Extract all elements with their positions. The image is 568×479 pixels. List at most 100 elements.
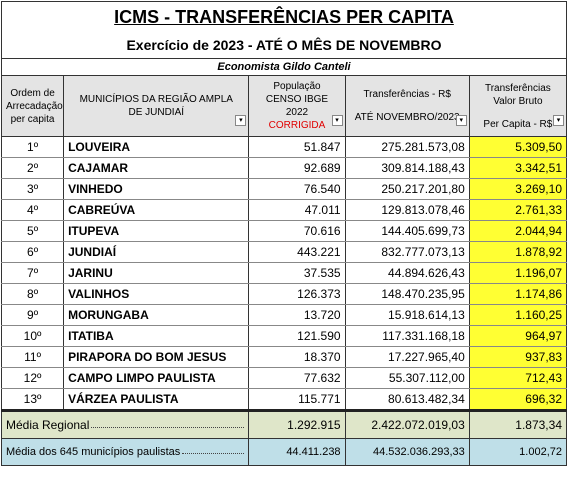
cell: 2º xyxy=(0,157,65,179)
header-line: DE JUNDIAÍ xyxy=(128,107,185,118)
data-row: 13º VÁRZEA PAULISTA 115.771 80.613.482,34 69… xyxy=(0,388,568,411)
data-row: 8º VALINHOS 126.373 148.470.235,95 1.174,86 xyxy=(0,283,568,305)
cell: 1.196,07 xyxy=(468,262,568,284)
leader xyxy=(182,446,245,454)
cell: 6º xyxy=(0,241,65,263)
cell: 309.814.188,43 xyxy=(344,157,470,179)
author: Economista Gildo Canteli xyxy=(1,58,567,76)
cell: JUNDIAÍ xyxy=(63,241,250,263)
filter-button[interactable]: ▾ xyxy=(331,115,343,126)
cell: 712,43 xyxy=(468,367,568,389)
column-header: Transferências Valor Bruto Per Capita - R$… xyxy=(468,75,568,137)
header-line: Ordem de xyxy=(10,87,55,99)
footer-cell: 44.411.238 xyxy=(248,438,346,466)
cell: ITATIBA xyxy=(63,325,250,347)
cell: 10º xyxy=(0,325,65,347)
cell: VÁRZEA PAULISTA xyxy=(63,388,250,411)
footer-row: Média Regional 1.292.915 2.422.072.019,03 1… xyxy=(0,409,568,439)
cell: LOUVEIRA xyxy=(63,136,250,158)
cell: 2.044,94 xyxy=(468,220,568,242)
header-line: Arrecadação xyxy=(6,100,63,112)
cell: 70.616 xyxy=(248,220,346,242)
cell: 92.689 xyxy=(248,157,346,179)
cell: 51.847 xyxy=(248,136,346,158)
cell: 47.011 xyxy=(248,199,346,221)
filter-button[interactable]: ▾ xyxy=(553,115,564,126)
cell: 937,83 xyxy=(468,346,568,368)
cell: 250.217.201,80 xyxy=(344,178,470,200)
cell: 964,97 xyxy=(468,325,568,347)
cell: 80.613.482,34 xyxy=(344,388,470,411)
footer-cell: 1.292.915 xyxy=(248,409,346,439)
cell: MORUNGABA xyxy=(63,304,250,326)
column-header: Transferências - R$ ATÉ NOVEMBRO/2023 ▾ xyxy=(344,75,470,137)
cell: 1.878,92 xyxy=(468,241,568,263)
data-row: 10º ITATIBA 121.590 117.331.168,18 964,97 xyxy=(0,325,568,347)
data-row: 5º ITUPEVA 70.616 144.405.699,73 2.044,94 xyxy=(0,220,568,242)
cell: 13.720 xyxy=(248,304,346,326)
header-line: MUNICÍPIOS DA REGIÃO AMPLA xyxy=(79,94,233,105)
data-row: 11º PIRAPORA DO BOM JESUS 18.370 17.227.965… xyxy=(0,346,568,368)
cell: 115.771 xyxy=(248,388,346,411)
cell: 13º xyxy=(0,388,65,411)
cell: 37.535 xyxy=(248,262,346,284)
column-header: Ordem de Arrecadação per capita xyxy=(0,75,65,137)
footer-label: Média dos 645 municípios paulistas xyxy=(0,438,250,466)
cell: 76.540 xyxy=(248,178,346,200)
cell: VALINHOS xyxy=(63,283,250,305)
cell: 11º xyxy=(0,346,65,368)
cell: 1º xyxy=(0,136,65,158)
cell: CAMPO LIMPO PAULISTA xyxy=(63,367,250,389)
cell: CAJAMAR xyxy=(63,157,250,179)
data-row: 3º VINHEDO 76.540 250.217.201,80 3.269,10 xyxy=(0,178,568,200)
column-header: População CENSO IBGE 2022 CORRIGIDA ▾ xyxy=(248,75,346,137)
cell: 148.470.235,95 xyxy=(344,283,470,305)
column-header: MUNICÍPIOS DA REGIÃO AMPLA DE JUNDIAÍ ▾ xyxy=(63,75,250,137)
cell: JARINU xyxy=(63,262,250,284)
label-text: Média Regional xyxy=(6,418,90,432)
cell: 1.174,86 xyxy=(468,283,568,305)
label-text: Média dos 645 municípios paulistas xyxy=(6,446,181,458)
footer-row: Média dos 645 municípios paulistas 44.411… xyxy=(0,438,568,466)
cell: 55.307.112,00 xyxy=(344,367,470,389)
cell: CABREÚVA xyxy=(63,199,250,221)
cell: 121.590 xyxy=(248,325,346,347)
cell: 3.342,51 xyxy=(468,157,568,179)
header-line: per capita xyxy=(10,113,55,125)
cell: 144.405.699,73 xyxy=(344,220,470,242)
title: ICMS - TRANSFERÊNCIAS PER CAPITA xyxy=(1,1,567,32)
cell: 5.309,50 xyxy=(468,136,568,158)
cell: 126.373 xyxy=(248,283,346,305)
cell: 129.813.078,46 xyxy=(344,199,470,221)
cell: 443.221 xyxy=(248,241,346,263)
cell: PIRAPORA DO BOM JESUS xyxy=(63,346,250,368)
header-line: ATÉ NOVEMBRO/2023 xyxy=(354,112,460,123)
data-row: 12º CAMPO LIMPO PAULISTA 77.632 55.307.112,… xyxy=(0,367,568,389)
cell: 275.281.573,08 xyxy=(344,136,470,158)
footer-label: Média Regional xyxy=(0,409,250,439)
cell: VINHEDO xyxy=(63,178,250,200)
header-line: CORRIGIDA xyxy=(268,120,326,131)
cell: 832.777.073,13 xyxy=(344,241,470,263)
filter-button[interactable]: ▾ xyxy=(235,115,247,126)
footer-cell: 1.873,34 xyxy=(468,409,568,439)
header-line: Per Capita - R$ xyxy=(483,118,553,130)
data-row: 4º CABREÚVA 47.011 129.813.078,46 2.761,33 xyxy=(0,199,568,221)
sheet: ICMS - TRANSFERÊNCIAS PER CAPITA Exercíc… xyxy=(0,1,568,466)
cell: 3.269,10 xyxy=(468,178,568,200)
header-line: Transferências xyxy=(484,82,551,94)
header-line: CENSO IBGE xyxy=(265,94,329,105)
header-line: Transferências - R$ xyxy=(363,89,451,100)
cell: 3º xyxy=(0,178,65,200)
cell: 9º xyxy=(0,304,65,326)
footer-cell: 44.532.036.293,33 xyxy=(344,438,470,466)
data-row: 6º JUNDIAÍ 443.221 832.777.073,13 1.878,92 xyxy=(0,241,568,263)
filter-button[interactable]: ▾ xyxy=(455,115,467,126)
header-row: Ordem de Arrecadação per capita MUNICÍPIOS … xyxy=(0,75,568,137)
leader xyxy=(91,418,245,428)
data-row: 2º CAJAMAR 92.689 309.814.188,43 3.342,51 xyxy=(0,157,568,179)
cell: 18.370 xyxy=(248,346,346,368)
cell: 17.227.965,40 xyxy=(344,346,470,368)
cell: 7º xyxy=(0,262,65,284)
